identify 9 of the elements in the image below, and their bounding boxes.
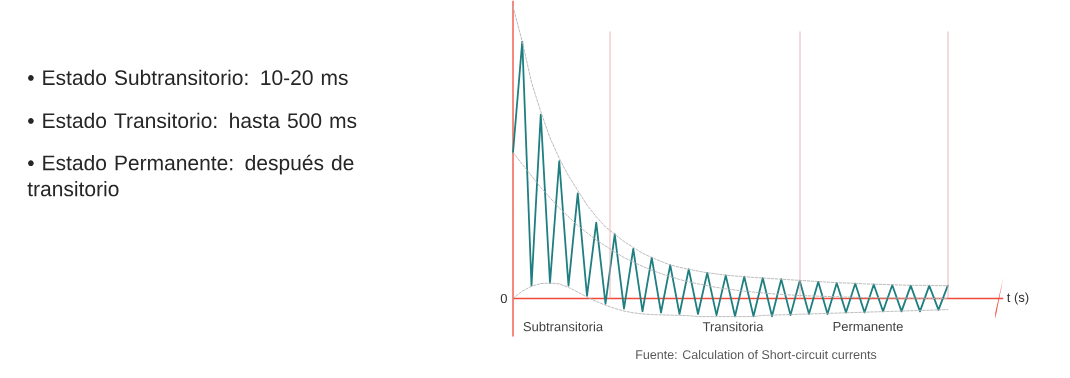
text: Subtransitoria	[523, 321, 604, 332]
text: Transitoria	[702, 321, 764, 332]
text: Permanente	[833, 321, 903, 331]
text: • Estado Transitorio: hasta 500 ms	[28, 112, 357, 128]
text: • Estado Permanente: después de transitorio	[27, 154, 354, 197]
text: 0	[500, 293, 507, 303]
source-note: Fuente: Calculation of Short-circuit currents	[636, 349, 877, 359]
text: • Estado Subtransitorio: 10-20 ms	[28, 69, 348, 85]
x-axis-title: t (s)	[1006, 292, 1029, 305]
